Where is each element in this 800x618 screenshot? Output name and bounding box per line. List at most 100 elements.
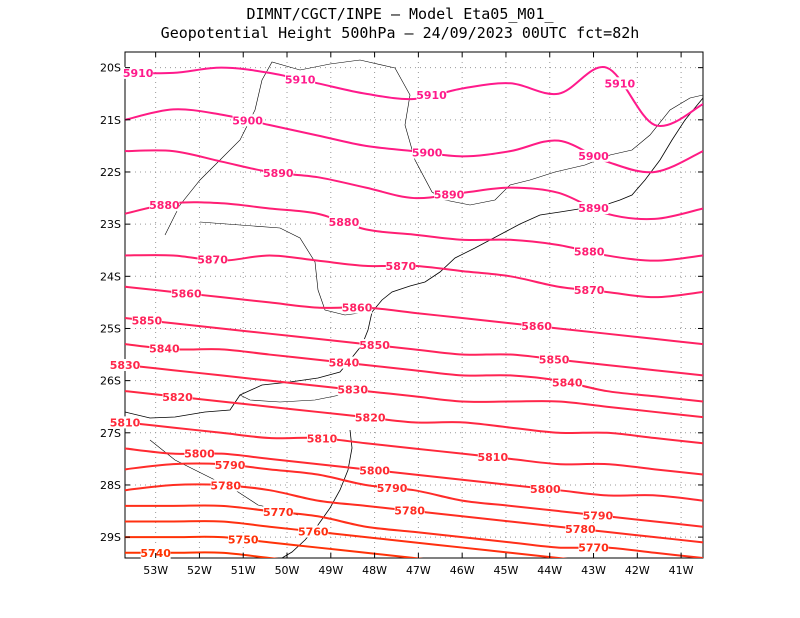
contour-label-bg (434, 188, 465, 201)
contour-label-5820: 5820 (162, 391, 193, 404)
contour-label-5770: 5770 (578, 542, 609, 555)
tick-label-lon: 46W (450, 564, 475, 577)
contour-label-5800: 5800 (184, 448, 215, 461)
contour-label-bg (578, 541, 609, 554)
contour-label-5900: 5900 (578, 150, 609, 163)
contour-label-bg (355, 411, 386, 424)
contour-label-bg (110, 416, 140, 429)
tick-label-lon: 44W (537, 564, 562, 577)
contour-label-bg (359, 464, 390, 477)
contour-label-5870: 5870 (574, 284, 605, 297)
tick-label-lon: 43W (581, 564, 606, 577)
contour-line-5880 (125, 201, 703, 262)
contour-label-bg (574, 245, 605, 258)
contour-label-5790: 5790 (583, 509, 614, 522)
contour-label-bg (578, 149, 609, 162)
contour-label-5870: 5870 (386, 260, 417, 273)
contour-label-bg (552, 376, 583, 389)
tick-label-lon: 51W (231, 564, 256, 577)
contour-label-bg (110, 358, 140, 371)
tick-label-lat: 26S (100, 375, 121, 388)
contour-label-5890: 5890 (263, 167, 294, 180)
contour-line-5750 (125, 535, 424, 558)
contour-label-bg (285, 73, 316, 86)
contour-label-5830: 5830 (110, 359, 141, 372)
contour-label-5890: 5890 (434, 188, 465, 201)
contour-label-bg (140, 546, 171, 559)
contour-label-bg (539, 353, 570, 366)
contour-label-bg (263, 506, 294, 518)
contour-label-bg (263, 166, 294, 179)
contour-label-5830: 5830 (337, 384, 368, 397)
tick-label-lat: 24S (100, 270, 121, 283)
contour-label-bg (149, 199, 180, 212)
contour-label-5800: 5800 (530, 483, 561, 496)
contour-label-5850: 5850 (539, 353, 570, 366)
contour-label-bg (342, 301, 373, 314)
contour-label-5860: 5860 (171, 287, 202, 300)
contour-label-5880: 5880 (149, 199, 180, 212)
contour-label-5800: 5800 (359, 464, 390, 477)
contour-label-bg (582, 509, 613, 522)
tick-label-lon: 50W (275, 564, 300, 577)
contour-label-bg (123, 66, 154, 79)
contour-line-5760 (125, 520, 568, 558)
tick-label-lon: 42W (625, 564, 650, 577)
chart-title-line1: DIMNT/CGCT/INPE — Model Eta05_M01_ (246, 5, 554, 23)
tick-label-lat: 23S (100, 218, 121, 231)
contour-label-5790: 5790 (215, 459, 246, 472)
contour-line-5840 (125, 343, 703, 403)
contour-label-5780: 5780 (565, 523, 596, 536)
contour-label-5840: 5840 (552, 377, 583, 390)
tick-label-lat: 29S (100, 531, 121, 544)
contour-label-bg (477, 450, 508, 463)
contour-label-5910: 5910 (285, 74, 316, 87)
contour-label-bg (131, 314, 162, 327)
contour-label-bg (530, 482, 561, 495)
contour-label-5790: 5790 (377, 482, 408, 495)
contour-label-5850: 5850 (132, 314, 163, 327)
state-border-2-path (199, 221, 369, 316)
contour-label-5900: 5900 (232, 114, 263, 127)
tick-label-lat: 22S (100, 166, 121, 179)
contour-label-bg (149, 342, 180, 355)
tick-label-lat: 21S (100, 114, 121, 127)
contour-label-bg (604, 77, 635, 90)
contour-line-5800 (125, 447, 703, 502)
contour-label-5910: 5910 (416, 89, 447, 102)
axis-ticks: 53W 52W 51W 50W 49W 48W 47W 46W 45W 44W 43W 42W 41W 2… (100, 52, 703, 577)
contour-label-bg (171, 287, 202, 300)
contour-label-bg (210, 479, 241, 492)
contour-label-5880: 5880 (329, 216, 360, 229)
tick-label-lon: 49W (318, 564, 343, 577)
contour-label-5890: 5890 (578, 202, 609, 215)
contour-label-bg (307, 432, 338, 445)
contour-label-5810: 5810 (307, 432, 338, 445)
coastline-south-path (281, 429, 353, 558)
contour-label-5810: 5810 (478, 451, 509, 464)
contour-label-5840: 5840 (149, 342, 180, 355)
contour-label-bg (574, 284, 605, 297)
contour-label-bg (298, 525, 329, 538)
chart-title-line2: Geopotential Height 500hPa — 24/09/2023 … (160, 24, 640, 42)
contour-line-5810 (125, 421, 703, 476)
coastline-path (125, 97, 703, 419)
tick-label-lat: 25S (100, 322, 121, 335)
contour-label-5860: 5860 (342, 302, 373, 315)
tick-label-lon: 47W (406, 564, 431, 577)
tick-label-lon: 41W (669, 564, 694, 577)
contour-labels: 5910 5910 5910 5910 5900 5900 5900 5890 5890 5890… (110, 66, 635, 560)
contour-label-bg (385, 259, 416, 272)
contour-label-5870: 5870 (197, 254, 228, 267)
contour-label-5760: 5760 (298, 525, 329, 538)
contour-label-5810: 5810 (110, 416, 141, 429)
contour-label-bg (184, 447, 215, 460)
contour-label-5820: 5820 (355, 412, 386, 425)
contour-label-5860: 5860 (521, 320, 552, 333)
tick-label-lat: 27S (100, 427, 121, 440)
tick-label-lat: 20S (100, 62, 121, 75)
contour-label-bg (197, 253, 228, 266)
tick-label-lat: 28S (100, 479, 121, 492)
contour-label-bg (215, 459, 246, 472)
